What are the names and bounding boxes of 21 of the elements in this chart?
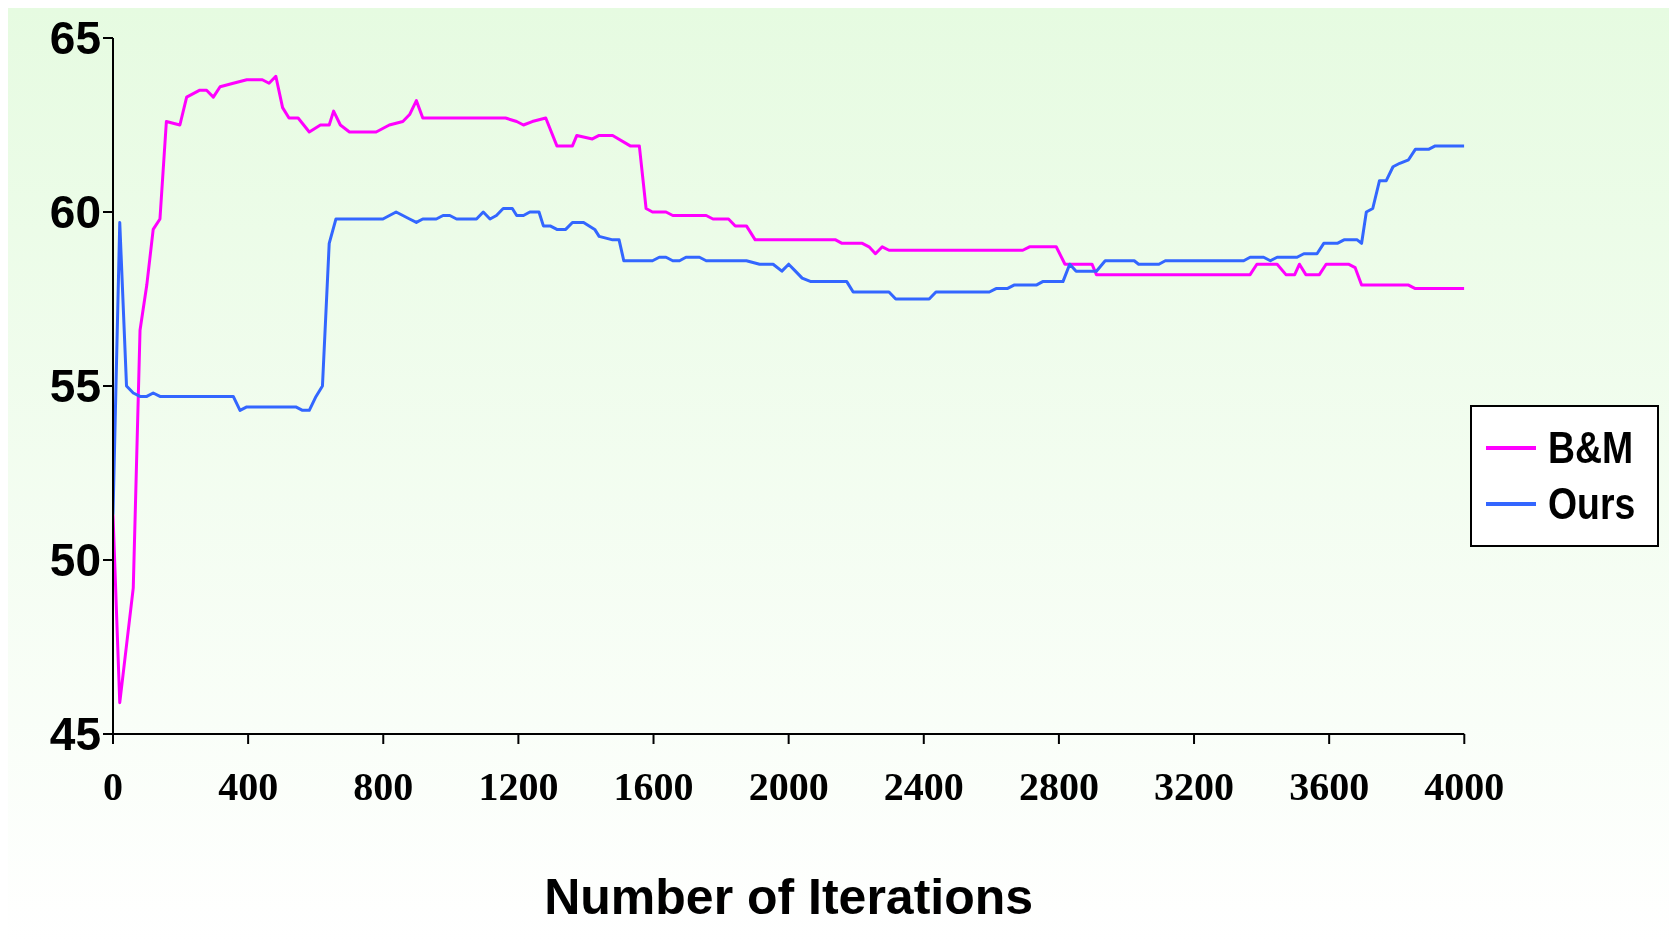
y-tick-label: 50 bbox=[49, 534, 101, 587]
x-tick-label: 1200 bbox=[478, 764, 559, 810]
y-tick-label: 45 bbox=[49, 708, 101, 761]
legend-label: B&M bbox=[1548, 423, 1634, 473]
line-series bbox=[113, 144, 1465, 517]
x-tick-label: 1600 bbox=[613, 764, 694, 810]
legend-label: Ours bbox=[1548, 479, 1636, 529]
y-tick-label: 65 bbox=[49, 12, 101, 65]
x-axis-title: Number of Iterations bbox=[544, 869, 1034, 925]
x-tick-label: 800 bbox=[353, 764, 414, 810]
x-tick-label: 3600 bbox=[1289, 764, 1370, 810]
x-tick-label: 3200 bbox=[1154, 764, 1235, 810]
x-tick-label: 4000 bbox=[1424, 764, 1505, 810]
line-series bbox=[113, 74, 1465, 705]
x-tick-label: 2000 bbox=[748, 764, 829, 810]
x-tick-label: 0 bbox=[103, 764, 123, 810]
x-tick-label: 2800 bbox=[1018, 764, 1099, 810]
y-tick-label: 55 bbox=[49, 360, 101, 413]
y-tick-label: 60 bbox=[49, 186, 101, 239]
x-tick-label: 2400 bbox=[883, 764, 964, 810]
x-tick-label: 400 bbox=[218, 764, 279, 810]
